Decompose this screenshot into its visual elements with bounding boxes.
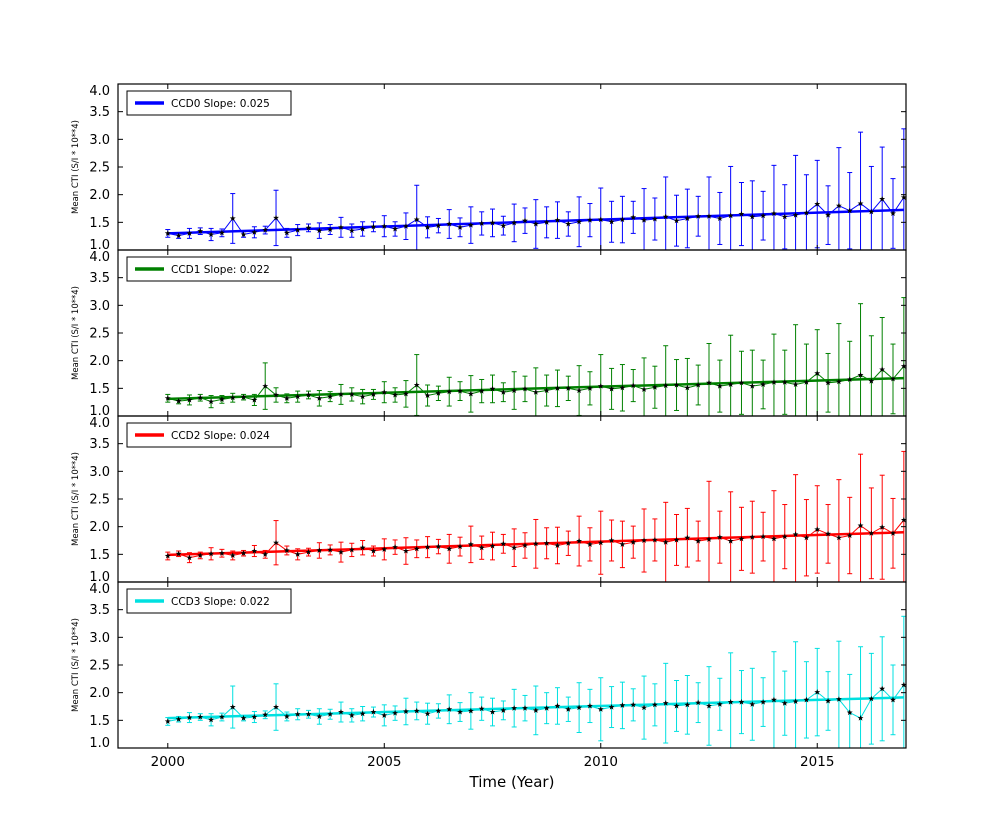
y-axis-label: Mean CTI (S/I * 10**4)	[71, 452, 81, 546]
y-tick-label: 2.0	[89, 354, 110, 369]
y-tick-label: 3.5	[89, 603, 110, 618]
y-tick-label: 1.0	[89, 570, 110, 585]
y-tick-label: 1.0	[89, 736, 110, 751]
y-tick-label: 4.0	[89, 582, 110, 597]
legend-label: CCD2 Slope: 0.024	[171, 430, 270, 442]
panel-CCD0: 1.0 1.5 2.0 2.5 3.0 3.5 4.0 Mean CTI (S/I * 10*…	[71, 83, 907, 253]
legend-label: CCD1 Slope: 0.022	[171, 264, 270, 276]
x-axis-label: Time (Year)	[469, 773, 555, 791]
y-tick-label: 3.0	[89, 465, 110, 480]
y-tick-label: 4.0	[89, 84, 110, 99]
x-tick-label: 2005	[367, 754, 401, 770]
y-tick-label: 2.0	[89, 686, 110, 701]
legend-CCD3: CCD3 Slope: 0.022	[126, 588, 292, 614]
errorbars-CCD3	[165, 615, 907, 749]
y-tick-label: 1.0	[89, 404, 110, 419]
errorbars-CCD2	[165, 450, 907, 583]
legend-CCD1: CCD1 Slope: 0.022	[126, 256, 292, 282]
markers-CCD2	[164, 516, 907, 561]
tick-marks	[118, 581, 906, 749]
tick-marks	[118, 415, 906, 583]
y-tick-label: 2.0	[89, 520, 110, 535]
trend-line-CCD1	[167, 376, 904, 401]
legend-CCD0: CCD0 Slope: 0.025	[126, 90, 292, 116]
y-axis-label: Mean CTI (S/I * 10**4)	[71, 618, 81, 712]
x-tick-label: 2015	[800, 754, 834, 770]
y-tick-label: 2.0	[89, 188, 110, 203]
y-axis-label: Mean CTI (S/I * 10**4)	[71, 120, 81, 214]
y-tick-label: 2.5	[89, 493, 110, 508]
x-tick-label: 2010	[584, 754, 618, 770]
y-tick-label: 2.5	[89, 327, 110, 342]
y-tick-label: 3.5	[89, 105, 110, 120]
y-tick-label: 4.0	[89, 250, 110, 265]
panel-CCD3: 1.0 1.5 2.0 2.5 3.0 3.5 4.0 Mean CTI (S/I * 10*…	[71, 581, 907, 751]
y-tick-label: 3.5	[89, 271, 110, 286]
y-tick-label: 3.0	[89, 133, 110, 148]
x-tick-labels: 2000 2005 2010 2015	[151, 754, 835, 770]
y-tick-label: 3.0	[89, 299, 110, 314]
y-tick-label: 2.5	[89, 659, 110, 674]
y-tick-label: 1.5	[89, 714, 110, 729]
panel-CCD1: 1.0 1.5 2.0 2.5 3.0 3.5 4.0 Mean CTI (S/I * 10*…	[71, 249, 907, 419]
y-axis-label: Mean CTI (S/I * 10**4)	[71, 286, 81, 380]
legend-box	[126, 90, 292, 116]
y-tick-label: 2.5	[89, 161, 110, 176]
y-tick-label: 1.0	[89, 238, 110, 253]
y-tick-label: 4.0	[89, 416, 110, 431]
errorbars-CCD1	[165, 297, 907, 416]
y-tick-label: 3.0	[89, 631, 110, 646]
markers-CCD3	[164, 681, 907, 724]
legend-box	[126, 422, 292, 448]
x-tick-label: 2000	[151, 754, 185, 770]
errorbars-CCD0	[165, 128, 907, 250]
y-tick-label: 1.5	[89, 216, 110, 231]
legend-label: CCD0 Slope: 0.025	[171, 98, 270, 110]
y-tick-label: 3.5	[89, 437, 110, 452]
panel-CCD2: 1.0 1.5 2.0 2.5 3.0 3.5 4.0 Mean CTI (S/I * 10*…	[71, 415, 907, 585]
y-tick-label: 1.5	[89, 382, 110, 397]
legend-CCD2: CCD2 Slope: 0.024	[126, 422, 292, 448]
y-tick-label: 1.5	[89, 548, 110, 563]
markers-CCD0	[164, 194, 907, 239]
markers-CCD1	[164, 363, 907, 405]
legend-label: CCD3 Slope: 0.022	[171, 596, 270, 608]
